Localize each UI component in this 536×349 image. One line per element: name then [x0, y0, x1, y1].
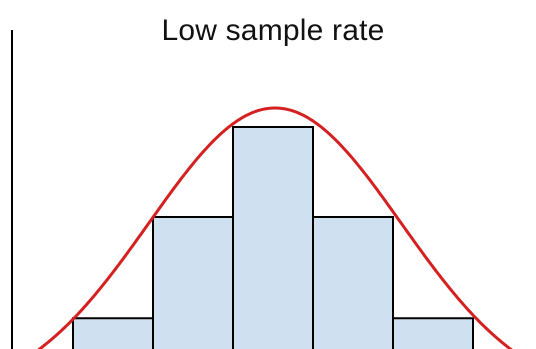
diagram-title: Low sample rate [161, 14, 385, 47]
continuous-signal-curve [37, 106, 513, 349]
sample-bar [232, 126, 314, 349]
sample-bar [152, 216, 234, 349]
sample-bar [72, 317, 154, 349]
sample-bar [312, 216, 394, 349]
sample-bar [392, 317, 474, 349]
sample-bars [72, 126, 474, 349]
